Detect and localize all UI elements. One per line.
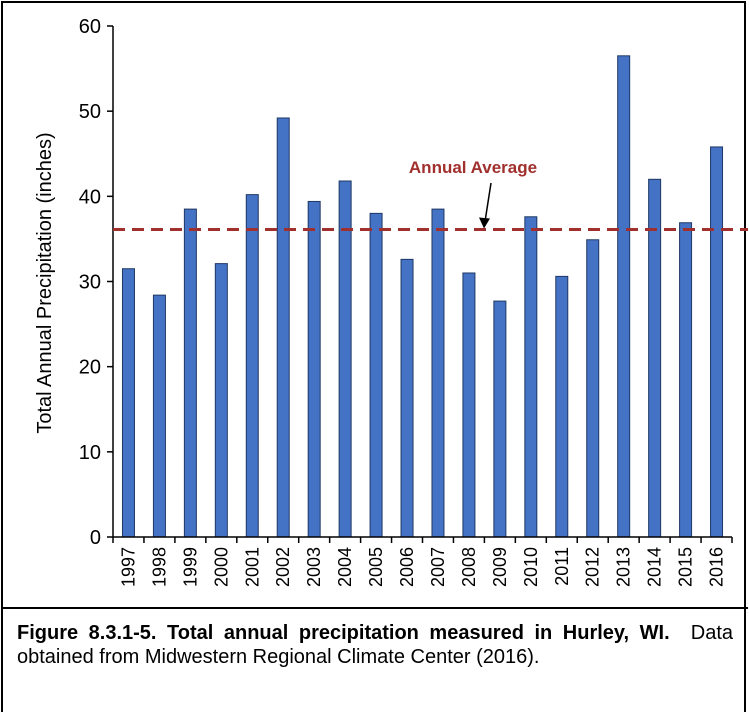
bar bbox=[121, 268, 135, 538]
bar bbox=[555, 275, 569, 538]
y-axis-title: Total Annual Precipitation (inches) bbox=[34, 132, 56, 433]
bar bbox=[586, 239, 600, 538]
y-tick-label: 50 bbox=[79, 101, 101, 123]
bar bbox=[493, 300, 507, 538]
x-tick-label: 1998 bbox=[149, 547, 169, 587]
y-tick-label: 40 bbox=[79, 186, 101, 208]
x-tick-label: 2002 bbox=[273, 547, 293, 587]
x-tick-label: 2011 bbox=[552, 547, 572, 586]
y-tick-label: 10 bbox=[79, 442, 101, 464]
bar bbox=[152, 294, 166, 538]
x-tick-label: 2006 bbox=[397, 547, 417, 587]
x-tick-label: 2000 bbox=[211, 547, 231, 587]
bar bbox=[214, 263, 228, 538]
bar bbox=[431, 208, 445, 538]
annotation-arrow bbox=[484, 182, 492, 222]
x-tick-label: 2007 bbox=[428, 547, 448, 587]
annotation-arrowhead bbox=[479, 217, 490, 229]
bar bbox=[617, 55, 631, 538]
x-tick-label: 2015 bbox=[676, 547, 696, 587]
chart: Total Annual Precipitation (inches) 0 10 2… bbox=[3, 16, 748, 609]
x-tick-label: 2014 bbox=[645, 547, 665, 587]
y-tick-label: 30 bbox=[79, 272, 101, 294]
bar bbox=[648, 178, 662, 538]
x-tick-label: 2010 bbox=[521, 547, 541, 587]
y-tick-label: 20 bbox=[79, 357, 101, 379]
reference-label: Annual Average bbox=[409, 158, 537, 177]
x-tick-label: 2005 bbox=[366, 547, 386, 587]
x-tick-label: 2004 bbox=[335, 547, 355, 587]
bar bbox=[524, 216, 538, 538]
bar bbox=[462, 272, 476, 538]
bar bbox=[338, 180, 352, 538]
x-tick-label: 2016 bbox=[707, 547, 727, 587]
bar bbox=[276, 117, 290, 538]
x-tick-label: 1997 bbox=[118, 547, 138, 587]
bar bbox=[679, 222, 693, 538]
caption-text: Data obtained from Midwestern Regional C… bbox=[17, 622, 733, 668]
y-tick-label: 0 bbox=[90, 527, 101, 549]
bar bbox=[183, 208, 197, 538]
caption: Figure 8.3.1-5. Total annual precipitati… bbox=[17, 621, 733, 669]
x-tick-label: 2001 bbox=[242, 547, 262, 587]
bar bbox=[710, 146, 724, 538]
bar bbox=[369, 212, 383, 538]
x-tick-label: 2012 bbox=[583, 547, 603, 587]
bar bbox=[307, 200, 321, 538]
bar bbox=[400, 258, 414, 538]
caption-bold: Figure 8.3.1-5. Total annual precipitati… bbox=[17, 622, 670, 644]
y-tick-label: 60 bbox=[79, 16, 101, 38]
x-tick-label: 1999 bbox=[180, 547, 200, 587]
x-tick-label: 2008 bbox=[459, 547, 479, 587]
bar bbox=[245, 194, 259, 538]
x-tick-label: 2003 bbox=[304, 547, 324, 587]
x-tick-label: 2013 bbox=[614, 547, 634, 587]
x-tick-label: 2009 bbox=[490, 547, 510, 587]
